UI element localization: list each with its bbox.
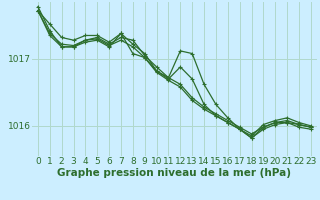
X-axis label: Graphe pression niveau de la mer (hPa): Graphe pression niveau de la mer (hPa): [57, 168, 292, 178]
